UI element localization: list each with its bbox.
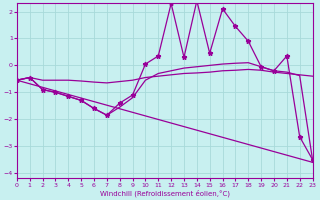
X-axis label: Windchill (Refroidissement éolien,°C): Windchill (Refroidissement éolien,°C) xyxy=(100,189,230,197)
